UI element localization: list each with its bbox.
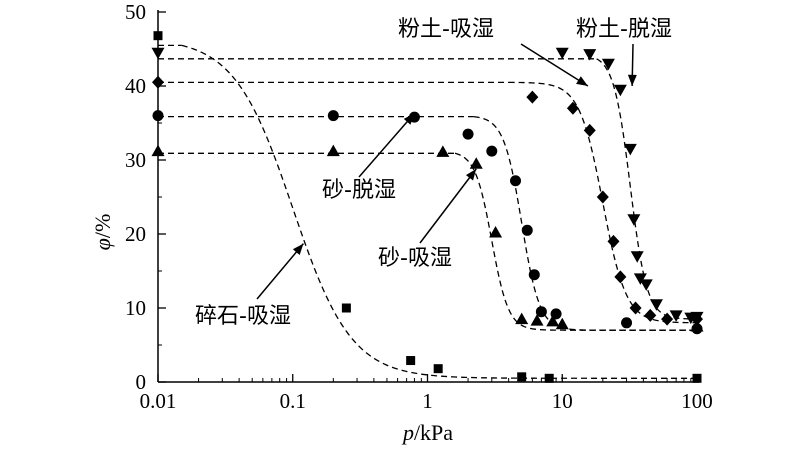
y-tick-label: 40 — [125, 74, 146, 98]
data-point — [406, 356, 416, 366]
annotation-label: 砂-脱湿 — [322, 178, 396, 203]
data-point — [528, 269, 540, 281]
data-point — [690, 311, 704, 324]
data-point — [629, 301, 642, 315]
data-point — [469, 157, 483, 169]
data-point — [152, 110, 164, 122]
x-axis-label: p/kPa — [401, 420, 453, 445]
data-point — [601, 58, 615, 71]
annotation-arrowhead — [465, 168, 477, 181]
data-point — [151, 144, 165, 157]
annotation-label: 粉土-吸湿 — [398, 17, 494, 42]
fit-curve — [473, 115, 697, 331]
data-point — [583, 123, 596, 137]
data-point — [544, 373, 554, 383]
data-point — [489, 226, 503, 238]
data-point — [555, 47, 569, 60]
fit-curve — [181, 44, 697, 379]
data-point — [607, 234, 620, 248]
data-point — [546, 314, 560, 327]
data-point — [526, 90, 539, 104]
data-point — [530, 314, 544, 326]
data-point — [327, 110, 339, 122]
data-point — [644, 308, 657, 322]
y-tick-label: 20 — [125, 222, 146, 246]
annotation-arrow — [256, 243, 304, 300]
y-tick-label: 50 — [125, 0, 146, 24]
x-tick-label: 10 — [552, 389, 573, 413]
data-point — [515, 312, 529, 325]
y-axis-label-var: φ — [90, 238, 115, 250]
y-axis-label-unit: /% — [90, 214, 115, 238]
x-tick-label: 0.01 — [140, 389, 177, 413]
x-axis-ticks: 0.01 0.1 1 10 100 — [140, 374, 713, 413]
y-tick-label: 30 — [125, 148, 146, 172]
data-point — [521, 224, 533, 236]
data-point — [341, 303, 351, 313]
data-point — [639, 279, 653, 291]
data-point — [621, 317, 633, 329]
x-axis-label-var: p — [401, 420, 414, 445]
annotation-arrow — [520, 43, 589, 87]
y-axis-label: φ/% — [90, 214, 115, 251]
fit-curve — [596, 58, 698, 320]
x-tick-label: 100 — [681, 389, 713, 413]
annotation-label: 碎石-吸湿 — [195, 304, 291, 329]
data-point — [633, 273, 647, 285]
data-point — [152, 75, 164, 89]
x-tick-label: 1 — [422, 389, 433, 413]
data-point — [614, 270, 627, 284]
data-point — [690, 320, 704, 332]
data-point — [535, 306, 547, 318]
x-tick-label: 0.1 — [280, 389, 306, 413]
data-point — [433, 364, 443, 374]
plot-area: 0.01 0.1 1 10 100 0 10 20 30 40 50 粉土-吸湿 粉土-脱湿砂-脱湿… — [125, 0, 713, 413]
annotation-arrow — [358, 112, 416, 178]
data-point — [153, 31, 163, 41]
annotation-arrowhead — [576, 76, 588, 86]
data-point — [566, 101, 579, 115]
data-point — [151, 47, 165, 60]
data-point — [555, 317, 569, 330]
data-point — [649, 299, 663, 311]
annotation-label: 砂-吸湿 — [378, 246, 452, 271]
data-point — [613, 84, 627, 97]
y-tick-label: 10 — [125, 296, 146, 320]
data-point — [596, 190, 609, 204]
x-axis-label-unit: /kPa — [414, 420, 453, 445]
data-point — [436, 145, 450, 157]
y-tick-label: 0 — [136, 370, 147, 394]
data-point — [517, 372, 527, 382]
data-point — [510, 175, 522, 187]
data-point — [630, 251, 644, 263]
annotation-label: 粉土-脱湿 — [576, 17, 672, 42]
y-axis-ticks: 0 10 20 30 40 50 — [125, 0, 166, 394]
fit-curve — [454, 152, 697, 331]
data-point — [623, 143, 637, 156]
data-point — [669, 310, 683, 322]
annotation-arrowhead — [403, 113, 415, 125]
data-point — [692, 373, 702, 383]
data-point — [326, 144, 340, 157]
data-point — [486, 145, 498, 157]
annotation-arrowhead — [627, 74, 637, 86]
data-point — [661, 312, 674, 326]
data-point — [583, 49, 597, 61]
data-point — [627, 214, 641, 226]
data-markers — [151, 31, 704, 383]
annotation-arrowhead — [292, 243, 304, 256]
data-point — [462, 128, 474, 140]
annotation-arrow — [419, 168, 477, 244]
